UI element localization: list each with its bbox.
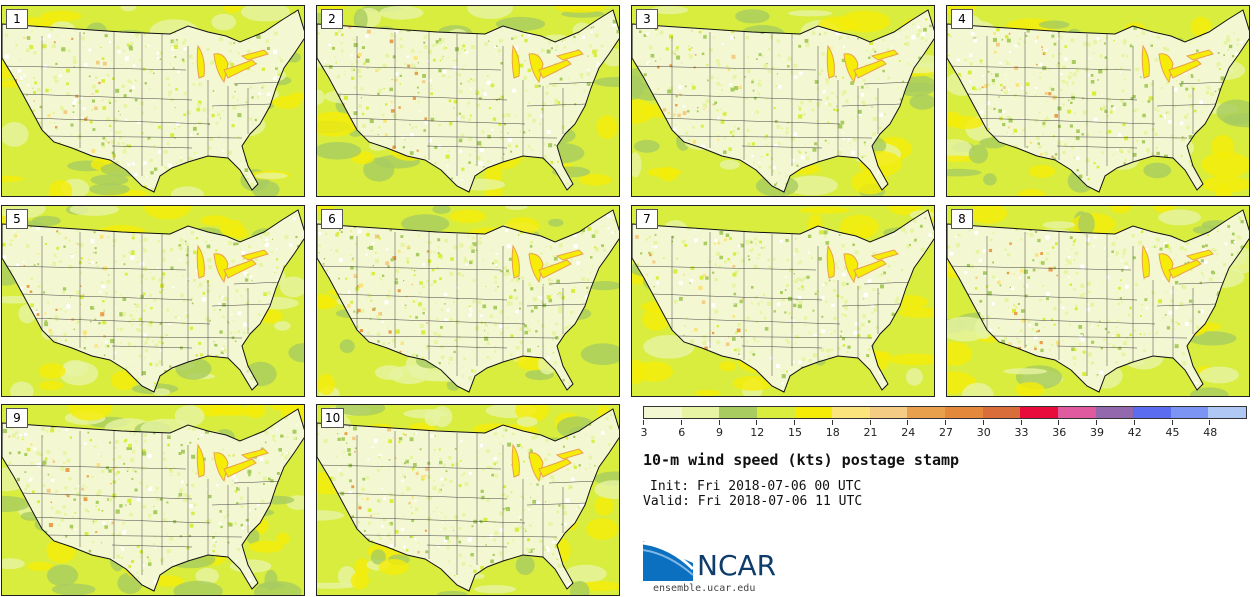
colorbar-tick-label: 30 bbox=[976, 426, 991, 439]
ncar-logo-text: NCAR bbox=[697, 549, 777, 582]
member-label: 1 bbox=[6, 9, 28, 29]
member-map-8[interactable]: 8 bbox=[946, 205, 1250, 397]
colorbar-segment bbox=[1133, 407, 1171, 418]
member-map-10[interactable]: 10 bbox=[316, 404, 620, 596]
colorbar-segment bbox=[1208, 407, 1246, 418]
member-map-1[interactable]: 1 bbox=[1, 5, 305, 197]
colorbar-ticks: 3 6 9 12 15 18 21 24 27 30 33 36 39 42 45 48 bbox=[640, 420, 1247, 440]
wind-map-image bbox=[2, 405, 304, 595]
colorbar-tick-mark bbox=[680, 420, 682, 425]
colorbar-tick-mark bbox=[718, 420, 720, 425]
colorbar-tick-label: 33 bbox=[1014, 426, 1029, 439]
colorbar-tick-label: 12 bbox=[750, 426, 765, 439]
colorbar-tick-mark bbox=[982, 420, 984, 425]
colorbar-tick-label: 15 bbox=[788, 426, 802, 439]
member-map-7[interactable]: 7 bbox=[631, 205, 935, 397]
colorbar-segment bbox=[982, 407, 1021, 418]
colorbar-tick-label: 36 bbox=[1052, 426, 1067, 439]
colorbar-tick-label: 3 bbox=[640, 426, 648, 439]
colorbar-segment bbox=[1170, 407, 1209, 418]
wind-map-image bbox=[2, 206, 304, 396]
colorbar-tick-mark bbox=[643, 420, 644, 425]
member-map-6[interactable]: 6 bbox=[316, 205, 620, 397]
colorbar-tick-mark bbox=[1171, 420, 1173, 425]
wind-map-image bbox=[947, 206, 1249, 396]
colorbar-segment bbox=[681, 407, 720, 418]
chart-title: 10-m wind speed (kts) postage stamp bbox=[643, 451, 960, 469]
member-label: 3 bbox=[636, 9, 658, 29]
member-map-4[interactable]: 4 bbox=[946, 5, 1250, 197]
member-label: 10 bbox=[321, 408, 345, 428]
colorbar-tick-mark bbox=[756, 420, 758, 425]
member-label: 6 bbox=[321, 209, 343, 229]
colorbar-segment bbox=[1095, 407, 1134, 418]
colorbar-tick-label: 45 bbox=[1165, 426, 1180, 439]
colorbar-tick-label: 39 bbox=[1090, 426, 1104, 439]
colorbar-tick-mark bbox=[1058, 420, 1060, 425]
colorbar-tick-mark bbox=[1020, 420, 1022, 425]
colorbar-tick-label: 48 bbox=[1203, 426, 1218, 439]
wind-map-image bbox=[317, 206, 619, 396]
colorbar-tick-mark bbox=[1209, 420, 1211, 425]
valid-time: Valid: Fri 2018-07-06 11 UTC bbox=[643, 494, 863, 509]
colorbar-tick-label: 42 bbox=[1127, 426, 1142, 439]
colorbar-tick-mark bbox=[945, 420, 946, 425]
wind-map-image bbox=[317, 405, 619, 595]
init-time: Init: Fri 2018-07-06 00 UTC bbox=[650, 479, 862, 494]
colorbar-segment bbox=[907, 407, 945, 418]
colorbar-tick-mark bbox=[794, 420, 795, 425]
colorbar-segment bbox=[756, 407, 795, 418]
colorbar-tick-mark bbox=[1096, 420, 1097, 425]
member-label: 8 bbox=[951, 209, 973, 229]
colorbar-tick-mark bbox=[869, 420, 871, 425]
wind-map-image bbox=[947, 6, 1249, 196]
colorbar-segment bbox=[1020, 407, 1058, 418]
member-map-5[interactable]: 5 bbox=[1, 205, 305, 397]
colorbar-segment bbox=[869, 407, 908, 418]
member-label: 7 bbox=[636, 209, 658, 229]
colorbar-segment bbox=[794, 407, 833, 418]
member-label: 9 bbox=[6, 408, 28, 428]
colorbar-segment bbox=[832, 407, 870, 418]
colorbar-segment bbox=[719, 407, 757, 418]
colorbar-segment bbox=[644, 407, 682, 418]
colorbar-tick-label: 6 bbox=[678, 426, 686, 439]
site-url: ensemble.ucar.edu bbox=[653, 583, 756, 594]
wind-map-image bbox=[632, 6, 934, 196]
colorbar-tick-label: 27 bbox=[939, 426, 953, 439]
colorbar-tick-mark bbox=[1133, 420, 1135, 425]
colorbar-tick-mark bbox=[831, 420, 833, 425]
wind-map-image bbox=[2, 6, 304, 196]
member-map-2[interactable]: 2 bbox=[316, 5, 620, 197]
member-label: 4 bbox=[951, 9, 973, 29]
colorbar-tick-mark bbox=[907, 420, 909, 425]
member-label: 2 bbox=[321, 9, 343, 29]
wind-map-image bbox=[317, 6, 619, 196]
colorbar-legend bbox=[643, 406, 1247, 419]
colorbar-tick-label: 24 bbox=[901, 426, 916, 439]
colorbar-segment bbox=[945, 407, 983, 418]
colorbar-tick-label: 9 bbox=[716, 426, 723, 439]
wind-map-image bbox=[632, 206, 934, 396]
member-map-9[interactable]: 9 bbox=[1, 404, 305, 596]
colorbar-segment bbox=[1057, 407, 1096, 418]
colorbar-tick-label: 21 bbox=[863, 426, 878, 439]
ncar-logo bbox=[643, 541, 695, 581]
member-label: 5 bbox=[6, 209, 28, 229]
colorbar-tick-label: 18 bbox=[825, 426, 840, 439]
member-map-3[interactable]: 3 bbox=[631, 5, 935, 197]
